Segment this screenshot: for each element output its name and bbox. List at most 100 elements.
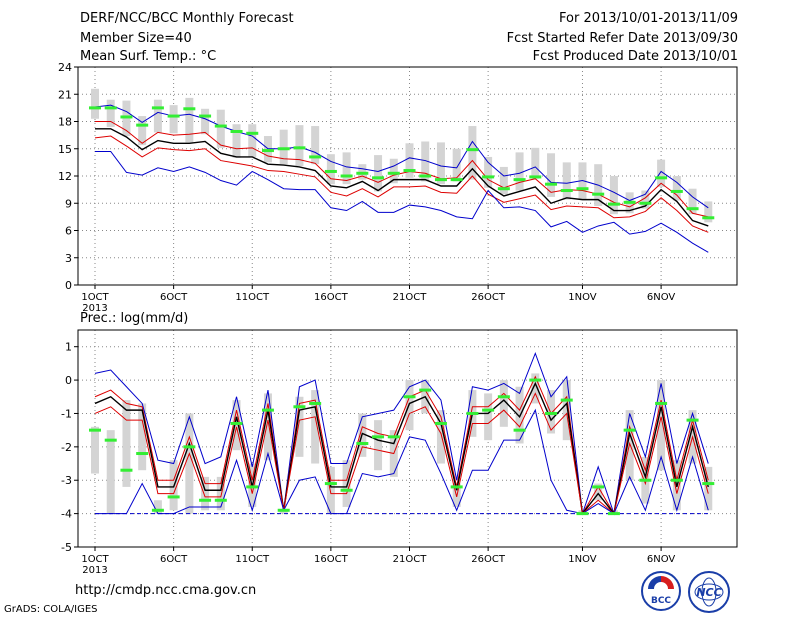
- prec-y-tick-label: -4: [61, 508, 72, 521]
- prec-observed-marker: [670, 478, 683, 482]
- temp-observed-marker: [450, 178, 463, 182]
- temp-y-tick-label: 24: [58, 61, 72, 74]
- prec-member-box: [201, 476, 210, 511]
- variable-label: Mean Surf. Temp.: °C: [80, 49, 217, 64]
- prec-series-upper-bound: [94, 351, 709, 514]
- temp-observed-marker: [513, 178, 526, 182]
- prec-observed-marker: [686, 418, 699, 422]
- temp-y-tick-label: 12: [58, 170, 72, 183]
- temp-series-upper-spread: [95, 121, 709, 218]
- source-url[interactable]: http://cmdp.ncc.cma.gov.cn: [75, 583, 257, 598]
- prec-x-tick-label: 16OCT: [314, 554, 349, 565]
- prec-member-box: [562, 380, 571, 441]
- prec-y-tick-label: 0: [65, 374, 72, 387]
- temp-member-box: [436, 142, 445, 185]
- temp-observed-marker: [120, 115, 133, 119]
- temp-observed-marker: [655, 176, 668, 180]
- prec-observed-marker: [151, 508, 164, 512]
- temp-observed-marker: [356, 171, 369, 175]
- temp-member-box: [91, 88, 99, 119]
- temp-member-box: [452, 148, 461, 182]
- prec-observed-marker: [356, 442, 369, 446]
- prec-observed-marker: [104, 438, 117, 442]
- prec-observed-marker: [293, 405, 306, 409]
- temp-x-tick-label: 11OCT: [235, 292, 270, 303]
- member-size-label: Member Size=40: [80, 31, 192, 46]
- prec-member-box: [216, 476, 225, 511]
- grads-credit: GrADS: COLA/IGES: [4, 604, 98, 615]
- temp-observed-marker: [482, 175, 495, 179]
- prec-observed-marker: [277, 508, 290, 512]
- prec-member-box: [515, 386, 524, 444]
- temp-member-box: [216, 109, 225, 148]
- prec-observed-marker: [592, 485, 605, 489]
- prec-member-box: [263, 393, 272, 461]
- temp-member-box: [499, 166, 508, 195]
- temp-y-tick-label: 0: [65, 279, 72, 292]
- prec-observed-marker: [136, 452, 149, 456]
- temp-member-box: [468, 126, 477, 180]
- prec-member-box: [326, 466, 335, 514]
- temp-observed-marker: [261, 149, 274, 153]
- prec-observed-marker: [560, 398, 573, 402]
- prec-member-box: [531, 373, 540, 404]
- temp-x-tick-label: 16OCT: [314, 292, 349, 303]
- temp-observed-marker: [607, 202, 620, 206]
- prec-observed-marker: [261, 408, 274, 412]
- temp-member-box: [609, 176, 618, 215]
- temp-member-box: [374, 155, 383, 192]
- temp-observed-marker: [529, 175, 542, 179]
- bcc-logo: BCC: [641, 571, 681, 611]
- temp-observed-marker: [199, 114, 212, 118]
- temp-y-tick-label: 9: [65, 197, 72, 210]
- ncc-logo-text: NCC: [696, 586, 721, 599]
- temp-member-box: [342, 152, 351, 185]
- temp-observed-marker: [167, 114, 180, 118]
- prec-x-year-label: 2013: [82, 565, 107, 576]
- temp-observed-marker: [151, 106, 164, 110]
- chart-title: DERF/NCC/BCC Monthly Forecast: [80, 11, 294, 26]
- prec-observed-marker: [450, 485, 463, 489]
- prec-member-box: [232, 400, 241, 451]
- temp-member-box: [232, 124, 241, 158]
- temp-member-box: [657, 159, 666, 187]
- prec-x-tick-label: 21OCT: [393, 554, 428, 565]
- temp-member-box: [547, 153, 556, 197]
- prec-plot-frame: [77, 329, 738, 548]
- temp-member-box: [248, 124, 257, 157]
- prec-member-box: [311, 390, 320, 464]
- temp-observed-marker: [545, 182, 558, 186]
- prec-series-lower-spread: [94, 392, 709, 515]
- prec-observed-marker: [167, 495, 180, 499]
- prec-observed-marker: [466, 411, 479, 415]
- temp-member-box: [326, 154, 335, 185]
- prec-observed-marker: [89, 428, 101, 432]
- temp-member-box: [531, 147, 540, 179]
- prec-member-box: [342, 460, 351, 507]
- prec-observed-marker: [576, 512, 589, 516]
- temp-observed-marker: [230, 129, 243, 133]
- prec-member-box: [594, 483, 603, 501]
- temp-observed-marker: [576, 187, 589, 191]
- forecast-period: For 2013/10/01-2013/11/09: [559, 11, 738, 26]
- prec-y-tick-label: -1: [61, 407, 72, 420]
- temp-member-box: [389, 158, 398, 184]
- temp-observed-marker: [340, 174, 353, 178]
- temp-member-box: [153, 99, 162, 133]
- temp-observed-marker: [89, 106, 101, 110]
- forecast-start-date: Fcst Started Refer Date 2013/09/30: [506, 31, 738, 46]
- temp-y-tick-label: 18: [58, 116, 72, 129]
- temp-x-tick-label: 6OCT: [160, 292, 188, 303]
- prec-member-box: [499, 380, 508, 427]
- prec-observed-marker: [214, 498, 227, 502]
- prec-member-box: [91, 426, 99, 474]
- temp-member-box: [201, 108, 210, 135]
- temp-member-box: [106, 99, 115, 127]
- temp-member-box: [641, 190, 650, 209]
- prec-x-tick-label: 11OCT: [235, 554, 270, 565]
- prec-observed-marker: [513, 428, 526, 432]
- temp-member-box: [672, 176, 681, 201]
- temp-y-tick-label: 21: [58, 88, 72, 101]
- prec-observed-marker: [230, 421, 243, 425]
